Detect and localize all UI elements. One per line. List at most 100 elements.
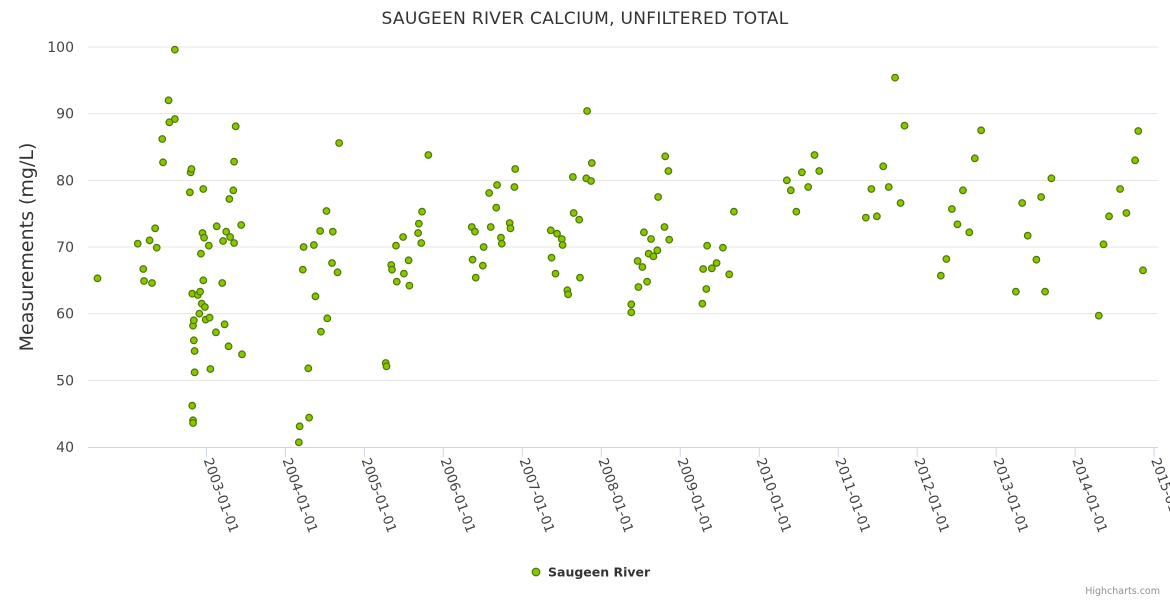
data-point[interactable] — [399, 233, 407, 241]
data-point[interactable] — [188, 401, 197, 410]
data-point[interactable] — [237, 221, 246, 229]
data-point[interactable] — [197, 249, 205, 258]
data-point[interactable] — [569, 209, 578, 217]
data-point[interactable] — [551, 269, 560, 278]
data-point[interactable] — [335, 139, 344, 147]
data-point[interactable] — [707, 264, 716, 273]
data-point[interactable] — [190, 368, 199, 377]
data-point[interactable] — [220, 320, 229, 329]
data-point[interactable] — [195, 309, 204, 318]
data-point[interactable] — [164, 96, 173, 105]
data-point[interactable] — [405, 281, 414, 290]
data-point[interactable] — [170, 45, 179, 54]
data-point[interactable] — [205, 313, 214, 322]
data-point[interactable] — [725, 270, 734, 279]
data-point[interactable] — [304, 364, 313, 373]
data-point[interactable] — [187, 165, 196, 173]
data-point[interactable] — [575, 215, 584, 224]
data-point[interactable] — [568, 173, 577, 181]
data-point[interactable] — [647, 235, 655, 243]
data-point[interactable] — [900, 121, 909, 130]
data-point[interactable] — [1047, 174, 1056, 183]
data-point[interactable] — [1094, 311, 1103, 320]
data-point[interactable] — [392, 277, 401, 286]
data-point[interactable] — [417, 239, 426, 247]
data-point[interactable] — [311, 292, 320, 301]
data-point[interactable] — [815, 167, 824, 175]
data-point[interactable] — [511, 165, 520, 173]
data-point[interactable] — [1023, 231, 1032, 240]
data-point[interactable] — [414, 219, 423, 228]
data-point[interactable] — [295, 422, 304, 431]
data-point[interactable] — [546, 226, 555, 235]
data-point[interactable] — [152, 243, 161, 252]
data-point[interactable] — [638, 263, 647, 271]
data-point[interactable] — [399, 269, 408, 278]
data-point[interactable] — [953, 220, 962, 229]
data-point[interactable] — [649, 252, 658, 261]
data-point[interactable] — [190, 347, 199, 355]
data-point[interactable] — [328, 259, 336, 267]
data-point[interactable] — [493, 181, 501, 189]
data-point[interactable] — [230, 157, 238, 166]
data-point[interactable] — [660, 223, 669, 231]
data-point[interactable] — [510, 183, 519, 191]
data-point[interactable] — [661, 152, 670, 161]
data-point[interactable] — [418, 207, 426, 216]
data-point[interactable] — [200, 303, 209, 311]
data-point[interactable] — [665, 235, 674, 244]
data-point[interactable] — [786, 186, 795, 195]
data-point[interactable] — [896, 199, 905, 207]
data-point[interactable] — [703, 241, 711, 250]
data-point[interactable] — [627, 300, 636, 309]
data-point[interactable] — [145, 236, 154, 245]
data-point[interactable] — [471, 227, 479, 236]
data-point[interactable] — [1018, 199, 1027, 207]
data-point[interactable] — [93, 274, 102, 283]
data-point[interactable] — [942, 255, 951, 263]
data-point[interactable] — [1131, 156, 1139, 165]
data-point[interactable] — [199, 276, 208, 285]
data-point[interactable] — [392, 241, 400, 250]
data-point[interactable] — [229, 186, 238, 195]
data-point[interactable] — [1037, 193, 1046, 201]
data-point[interactable] — [1116, 185, 1124, 193]
data-point[interactable] — [309, 241, 318, 249]
data-point[interactable] — [305, 413, 314, 422]
data-point[interactable] — [553, 229, 561, 238]
data-point[interactable] — [148, 279, 156, 287]
data-point[interactable] — [730, 207, 738, 216]
data-point[interactable] — [872, 212, 881, 221]
data-point[interactable] — [200, 233, 208, 242]
data-point[interactable] — [810, 151, 819, 159]
data-point[interactable] — [804, 183, 813, 191]
data-point[interactable] — [140, 277, 148, 285]
data-point[interactable] — [699, 265, 708, 273]
data-point[interactable] — [792, 207, 801, 216]
data-point[interactable] — [196, 287, 205, 296]
data-point[interactable] — [1105, 212, 1113, 221]
data-point[interactable] — [189, 336, 198, 345]
data-point[interactable] — [654, 193, 663, 201]
data-point[interactable] — [653, 246, 662, 255]
data-point[interactable] — [797, 168, 806, 177]
data-point[interactable] — [702, 285, 711, 293]
data-point[interactable] — [388, 265, 396, 274]
data-point[interactable] — [965, 228, 974, 237]
data-point[interactable] — [576, 273, 584, 282]
data-point[interactable] — [959, 186, 967, 195]
data-point[interactable] — [159, 158, 167, 167]
data-point[interactable] — [322, 207, 331, 215]
data-point[interactable] — [189, 316, 198, 325]
data-point[interactable] — [185, 188, 194, 197]
data-point[interactable] — [317, 327, 325, 336]
data-point[interactable] — [333, 268, 342, 277]
data-point[interactable] — [189, 419, 197, 427]
data-point[interactable] — [479, 243, 488, 251]
data-point[interactable] — [1099, 240, 1108, 249]
data-point[interactable] — [867, 185, 876, 193]
data-point[interactable] — [414, 229, 422, 237]
data-point[interactable] — [199, 185, 208, 193]
data-point[interactable] — [936, 271, 945, 280]
data-point[interactable] — [133, 239, 142, 248]
